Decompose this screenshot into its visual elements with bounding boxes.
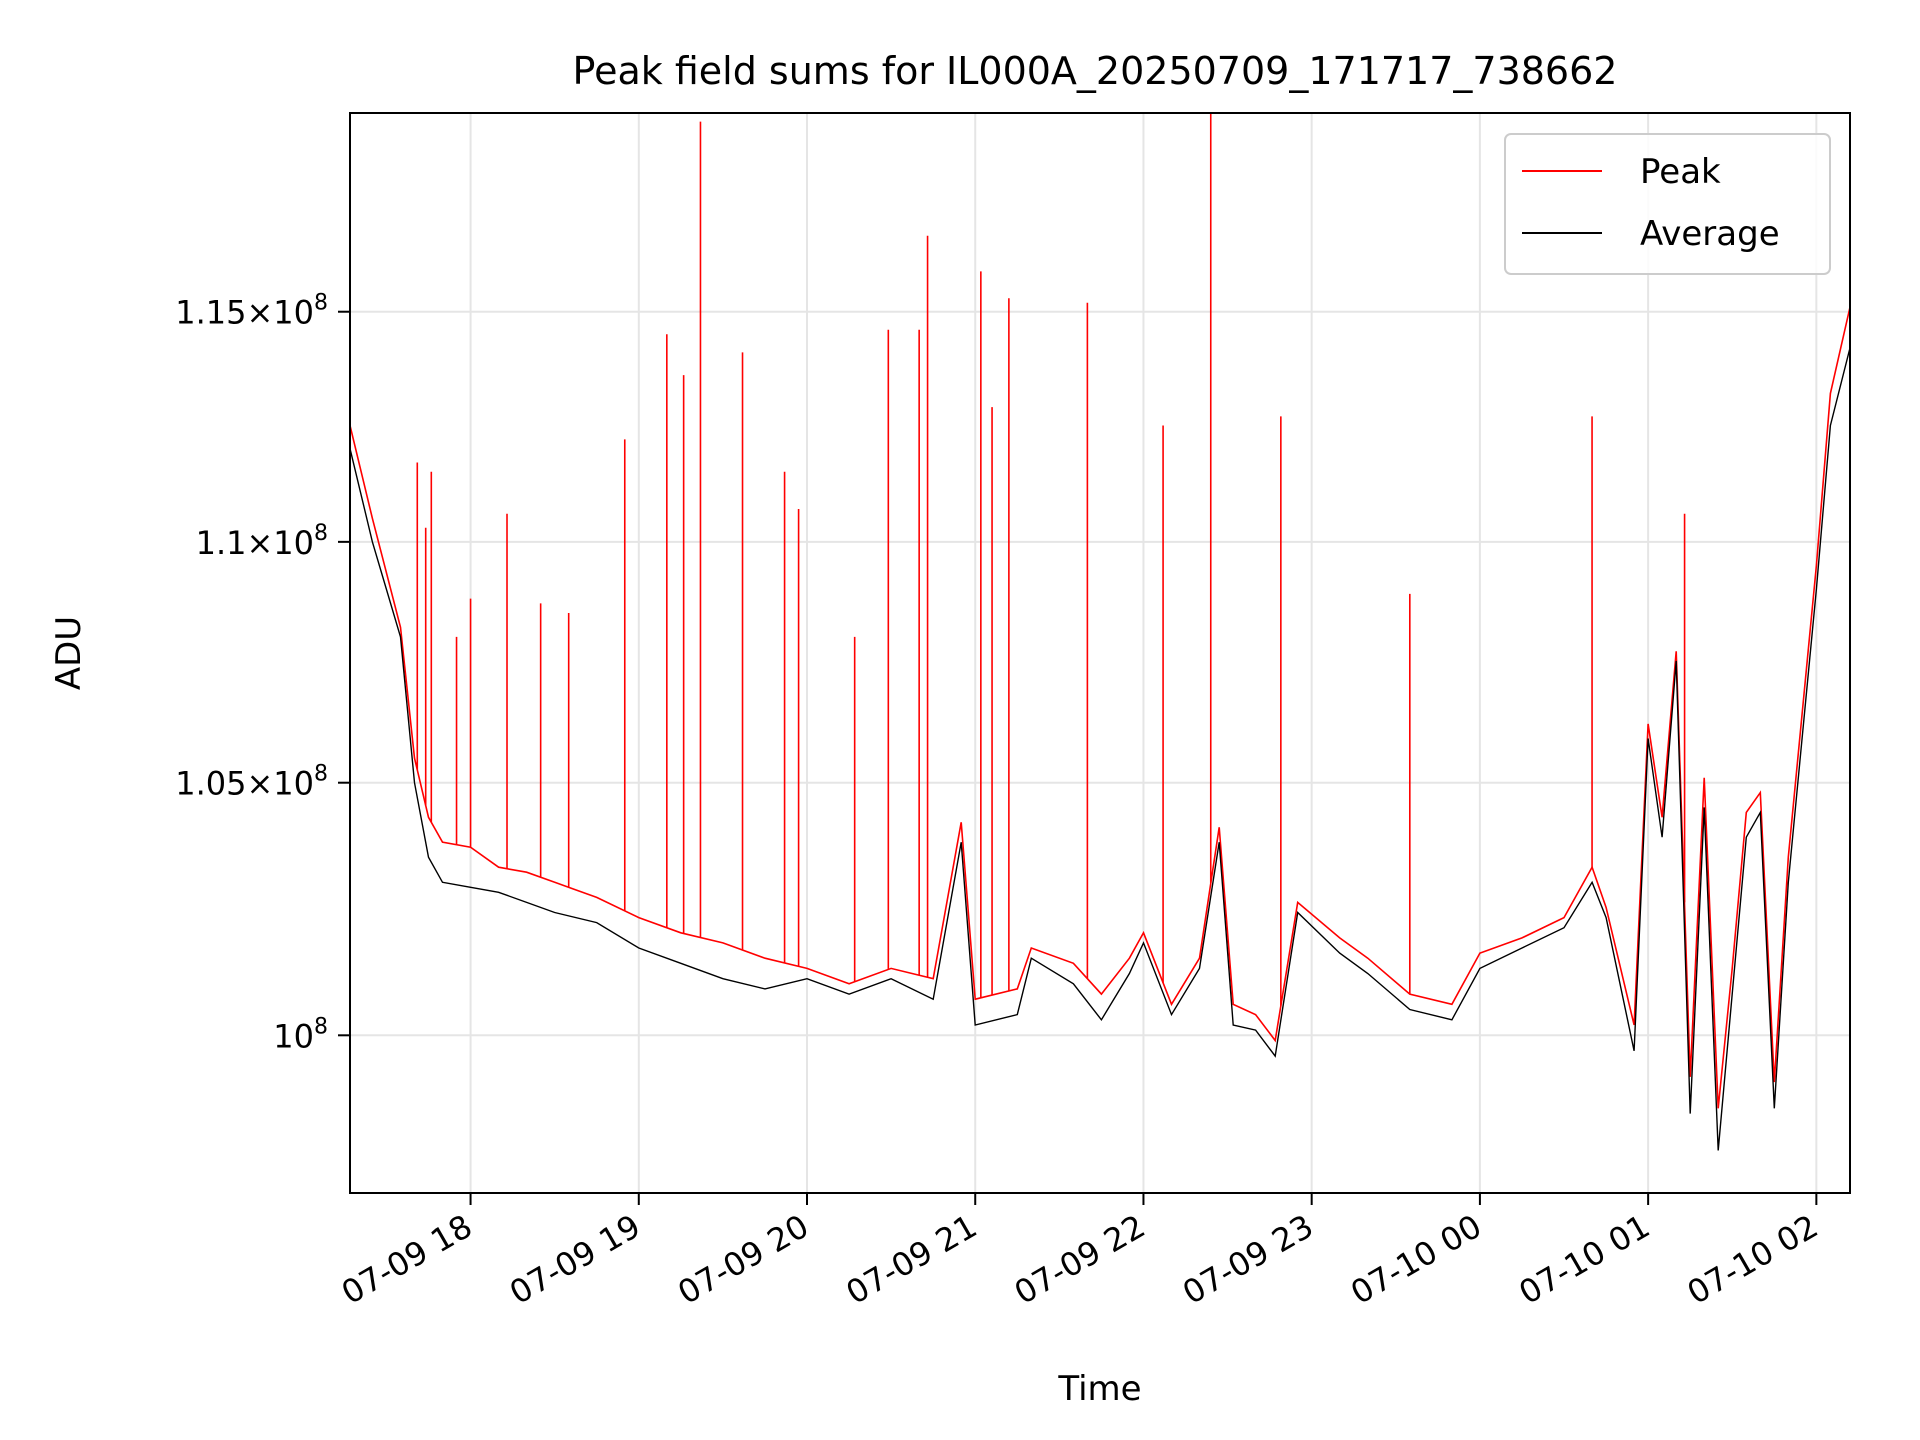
legend-average-label: Average [1640, 214, 1780, 254]
y-tick-label: 108 [273, 1014, 328, 1055]
x-axis-label: Time [1057, 1369, 1141, 1409]
legend: Peak Average [1504, 133, 1831, 275]
legend-peak-label: Peak [1640, 152, 1721, 192]
chart-title: Peak field sums for IL000A_20250709_1717… [573, 49, 1618, 93]
y-tick-label: 1.15×108 [175, 291, 328, 332]
grid [350, 113, 1850, 1193]
y-tick-label: 1.05×108 [175, 762, 328, 803]
y-tick-label: 1.1×108 [196, 521, 328, 562]
legend-box [1504, 133, 1831, 275]
series-line-peak [350, 307, 1850, 1109]
y-axis-ticks: 108 1.05×108 1.1×108 1.15×108 [175, 291, 350, 1055]
plot-frame [349, 112, 1851, 1194]
series-layer [350, 113, 1850, 1151]
y-axis-label: ADU [49, 616, 89, 690]
series-line-average [350, 347, 1850, 1151]
